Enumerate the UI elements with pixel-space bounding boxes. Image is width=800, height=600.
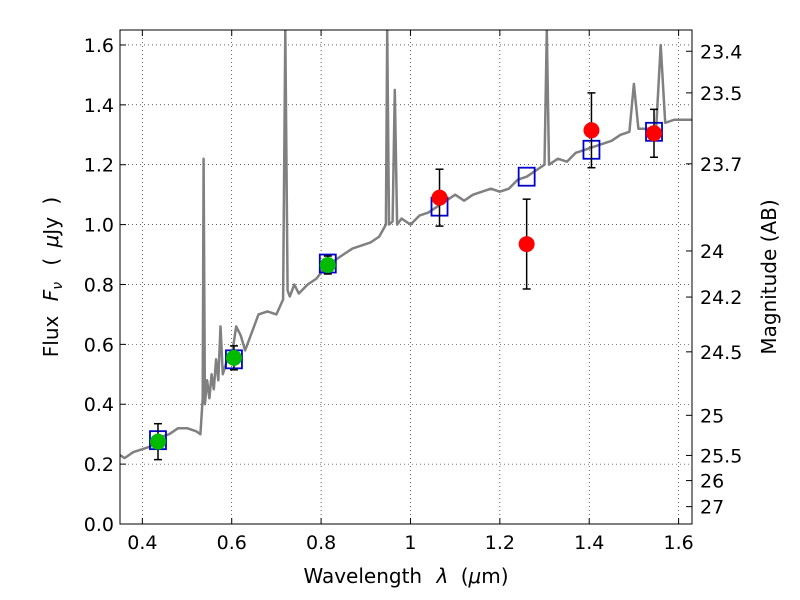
x-tick-label: 1.4: [574, 532, 604, 554]
plot-frame: [119, 29, 693, 525]
y-tick-label: 0.4: [84, 394, 114, 416]
y-tick-label: 0.6: [84, 334, 114, 356]
mag-tick-label: 25.5: [700, 445, 742, 467]
x-tick-label: 0.6: [217, 532, 247, 554]
mag-tick-label: 27: [700, 497, 724, 519]
y-tick-label: 0.2: [84, 454, 114, 476]
y-axis-label: Flux Fν ( μJy ): [39, 197, 67, 357]
x-tick-label: 1.6: [663, 532, 693, 554]
mag-tick-label: 26: [700, 471, 724, 493]
y-tick-label: 1.6: [84, 35, 114, 57]
x-tick-label: 1: [404, 532, 416, 554]
mag-tick-label: 23.7: [700, 154, 742, 176]
optical-detections-point: [225, 349, 242, 366]
spectrum-line: [120, 30, 692, 460]
mag-tick-label: 23.5: [700, 83, 742, 105]
mag-tick-label: 24: [700, 241, 724, 263]
grid-lines: [120, 30, 692, 525]
optical-detections-point: [319, 257, 336, 274]
mag-tick-label: 23.4: [700, 41, 742, 63]
mag-tick-label: 24.5: [700, 342, 742, 364]
nir-detections-point: [431, 189, 448, 206]
mag-tick-label: 24.2: [700, 287, 742, 309]
y-tick-label: 1.2: [84, 155, 114, 177]
optical-detections-point: [149, 433, 166, 450]
model-photometry-square: [517, 166, 536, 187]
x-tick-label: 0.8: [306, 532, 336, 554]
y-tick-label: 0.0: [84, 514, 114, 536]
x-tick-label: 1.2: [485, 532, 515, 554]
y-tick-label: 0.8: [84, 274, 114, 296]
y-tick-label: 1.0: [84, 215, 114, 237]
y-tick-label: 1.4: [84, 95, 114, 117]
magnitude-axis-label: Magnitude (AB): [757, 199, 781, 354]
x-axis-label: Wavelength λ (μm): [303, 564, 508, 588]
nir-detections-point: [518, 236, 535, 253]
x-tick-label: 0.4: [127, 532, 157, 554]
spectrum-layer: [120, 30, 692, 460]
markers-layer: [149, 92, 663, 461]
mag-tick-label: 25: [700, 405, 724, 427]
nir-detections-point: [646, 125, 663, 142]
axis-ticks: 0.4 0.6 0.8 1 1.2 1.4 1.6 0.0 0.2 0.4 0.6 0.8 1.0 1.2…: [84, 30, 742, 554]
nir-detections-point: [583, 122, 600, 139]
